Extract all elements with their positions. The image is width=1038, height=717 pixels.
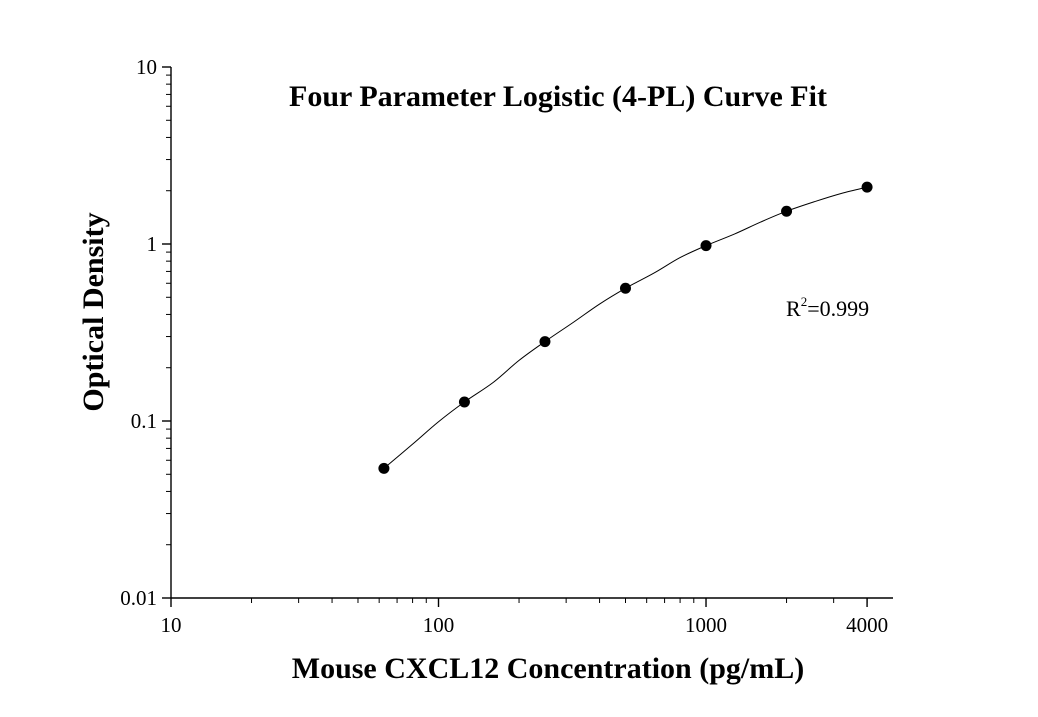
r-squared-base: R — [786, 296, 801, 321]
data-point — [781, 205, 793, 217]
data-point — [539, 336, 551, 348]
axes: 10 100 1000 4000 0.01 0.1 1 10 — [120, 55, 893, 637]
data-point — [378, 462, 390, 474]
data-points — [378, 181, 873, 474]
chart-title: Four Parameter Logistic (4-PL) Curve Fit — [289, 80, 827, 113]
x-tick-label: 10 — [161, 613, 182, 637]
y-tick-label: 10 — [136, 55, 157, 79]
x-axis-ticks — [170, 598, 868, 607]
y-tick-label: 0.1 — [131, 409, 157, 433]
y-axis-label: Optical Density — [77, 212, 110, 411]
r-squared-superscript: 2 — [801, 294, 808, 309]
y-axis-ticks — [162, 66, 171, 599]
r-squared-value: =0.999 — [807, 296, 869, 321]
x-tick-label: 1000 — [685, 613, 727, 637]
y-axis-tick-labels: 0.01 0.1 1 10 — [120, 55, 157, 610]
data-point — [700, 240, 712, 252]
x-tick-label: 100 — [423, 613, 455, 637]
data-point — [458, 396, 470, 408]
y-tick-label: 0.01 — [120, 586, 157, 610]
x-axis-tick-labels: 10 100 1000 4000 — [161, 613, 889, 637]
r-squared-annotation: R2=0.999 — [786, 294, 869, 321]
x-axis-label: Mouse CXCL12 Concentration (pg/mL) — [292, 652, 804, 685]
x-tick-label: 4000 — [846, 613, 888, 637]
y-tick-label: 1 — [147, 232, 158, 256]
data-point — [619, 282, 631, 294]
data-point — [861, 181, 873, 193]
